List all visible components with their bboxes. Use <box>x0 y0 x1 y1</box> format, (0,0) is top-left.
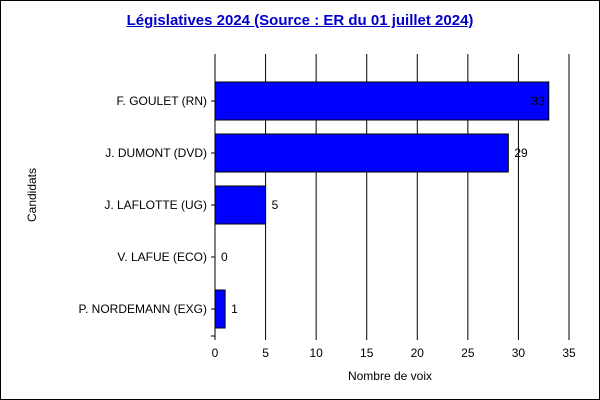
data-label-3: 0 <box>221 250 228 264</box>
y-tick-label-0: F. GOULET (RN) <box>117 94 207 108</box>
bars <box>214 81 550 329</box>
data-label-1: 29 <box>514 146 528 160</box>
x-axis-title: Nombre de voix <box>348 369 432 383</box>
x-tick-label-5: 25 <box>461 346 475 360</box>
y-tick-label-3: V. LAFUE (ECO) <box>117 250 207 264</box>
x-tick-label-3: 15 <box>360 346 374 360</box>
data-label-2: 5 <box>272 198 279 212</box>
labels: 0 5 10 15 20 25 30 35F. GOULET (RN) 33J. DUMONT … <box>79 94 576 360</box>
x-tick-label-1: 5 <box>262 346 269 360</box>
chart-title: Législatives 2024 (Source : ER du 01 jui… <box>126 12 474 29</box>
bar-4 <box>214 289 226 329</box>
data-label-4: 1 <box>231 302 238 316</box>
axes <box>211 54 570 340</box>
y-tick-label-4: P. NORDEMANN (EXG) <box>79 302 207 316</box>
data-label-0: 33 <box>531 94 545 108</box>
x-tick-label-4: 20 <box>411 346 425 360</box>
x-tick-label-0: 0 <box>212 346 219 360</box>
y-axis-title: Candidats <box>25 168 39 222</box>
y-tick-label-1: J. DUMONT (DVD) <box>105 146 207 160</box>
x-tick-label-2: 10 <box>309 346 323 360</box>
x-tick-label-7: 35 <box>562 346 576 360</box>
bar-0 <box>214 81 550 121</box>
bar-1 <box>214 133 509 173</box>
bar-2 <box>214 185 267 225</box>
x-tick-label-6: 30 <box>512 346 526 360</box>
y-tick-label-2: J. LAFLOTTE (UG) <box>104 198 207 212</box>
